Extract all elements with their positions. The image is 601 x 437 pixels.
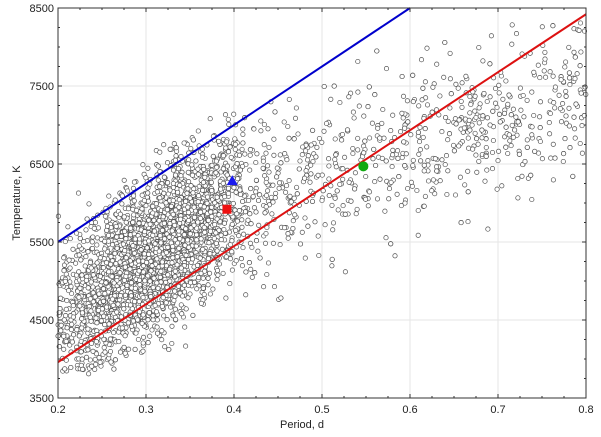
y-tick-label: 3500 bbox=[30, 393, 54, 405]
x-axis: 0.2 0.3 0.4 0.5 0.6 0.7 0.8 bbox=[50, 8, 594, 416]
y-tick-label: 6500 bbox=[30, 159, 54, 171]
y-tick-label: 8500 bbox=[30, 3, 54, 15]
x-tick-label: 0.5 bbox=[314, 404, 329, 416]
blue-line bbox=[57, 7, 411, 243]
x-tick-label: 0.7 bbox=[490, 404, 505, 416]
blue-triangle-marker bbox=[226, 175, 238, 186]
red-square-marker bbox=[222, 204, 232, 214]
data-points bbox=[55, 20, 589, 377]
y-tick-label: 4500 bbox=[30, 315, 54, 327]
y-tick-label: 5500 bbox=[30, 237, 54, 249]
y-axis: 3500 4500 5500 6500 7500 8500 bbox=[30, 3, 586, 405]
y-tick-label: 7500 bbox=[30, 81, 54, 93]
red-line bbox=[57, 13, 587, 363]
x-tick-label: 0.4 bbox=[226, 404, 241, 416]
x-tick-label: 0.6 bbox=[402, 404, 417, 416]
x-tick-label: 0.2 bbox=[50, 404, 65, 416]
highlight-markers bbox=[222, 161, 369, 214]
y-axis-title: Temperature, K bbox=[11, 165, 23, 241]
green-circle-marker bbox=[358, 161, 369, 172]
x-tick-label: 0.3 bbox=[138, 404, 153, 416]
trend-lines bbox=[57, 7, 587, 363]
x-tick-label: 0.8 bbox=[578, 404, 593, 416]
x-axis-title: Period, d bbox=[280, 419, 324, 431]
